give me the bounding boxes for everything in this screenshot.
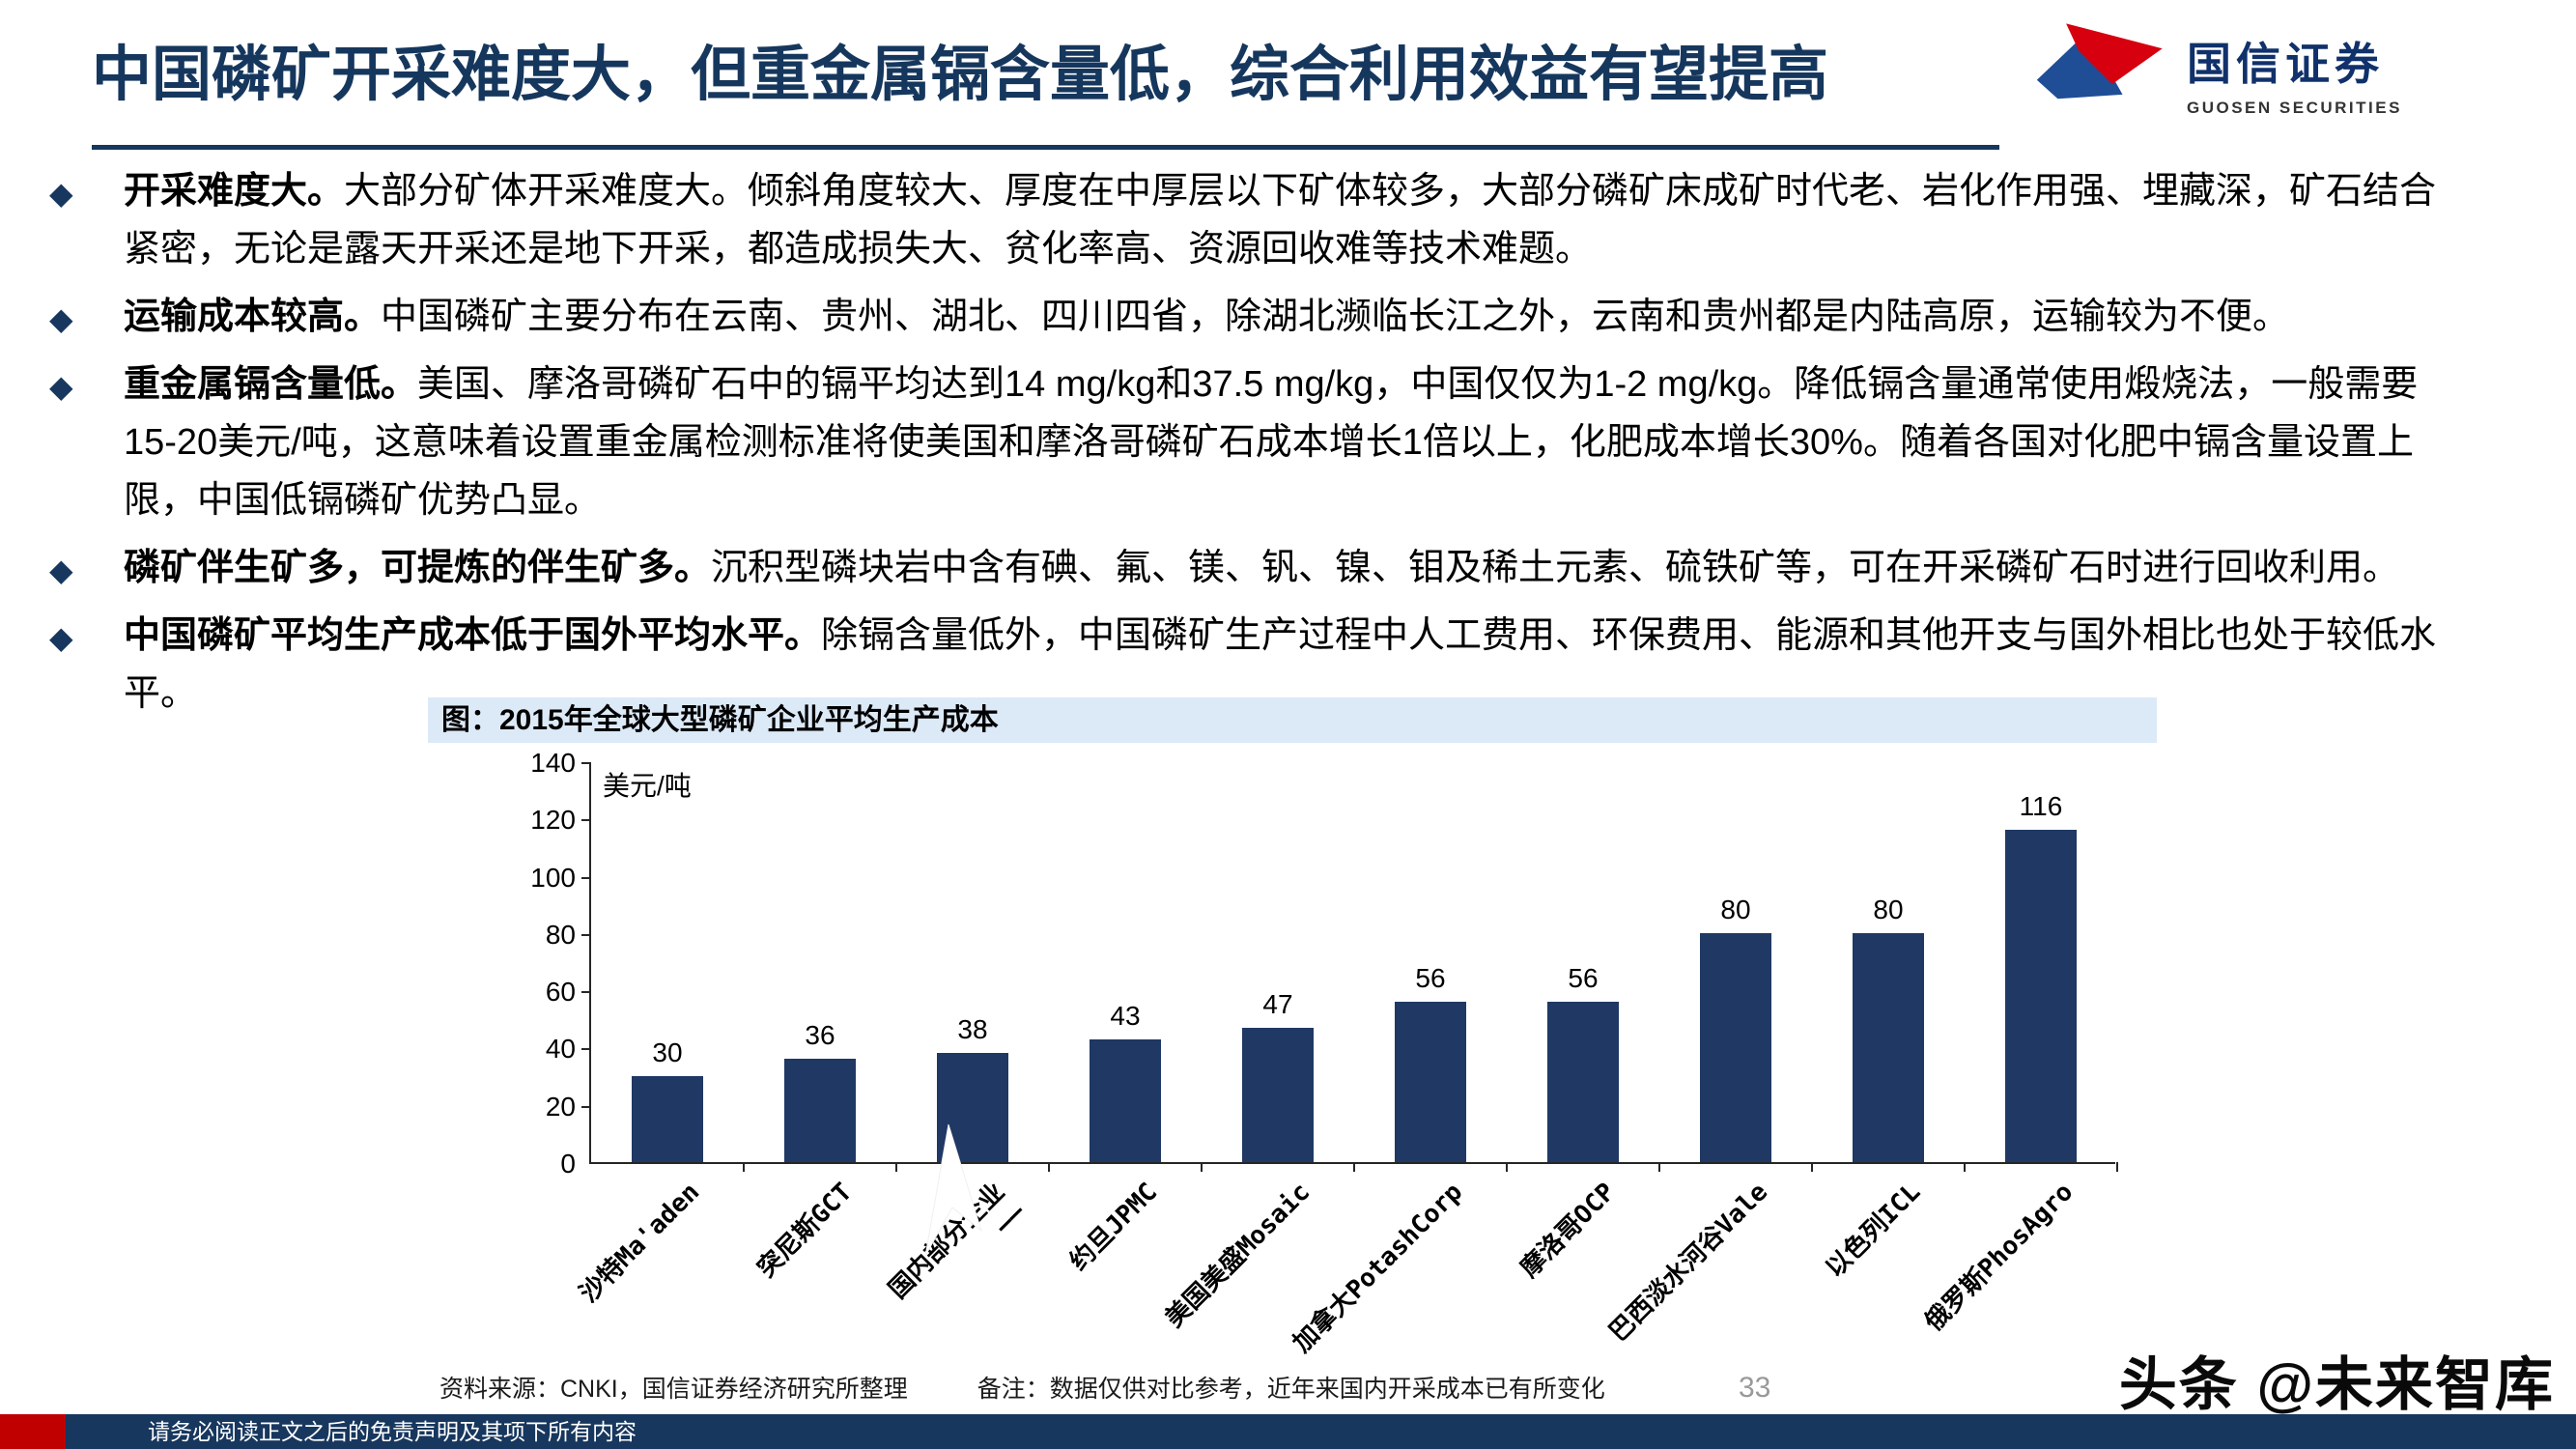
x-axis-tick-mark xyxy=(1811,1162,1813,1172)
y-axis-tick-label: 80 xyxy=(545,919,576,950)
y-axis-tick-label: 60 xyxy=(545,977,576,1008)
y-axis-tick-label: 0 xyxy=(560,1149,576,1179)
bullet-item-5: ◆ 中国磷矿平均生产成本低于国外平均水平。除镉含量低外，中国磷矿生产过程中人工费… xyxy=(49,607,2469,723)
y-axis-tick-label: 40 xyxy=(545,1034,576,1065)
bullet-lead: 中国磷矿平均生产成本低于国外平均水平。 xyxy=(124,615,822,656)
watermark: 头条 @未来智库 xyxy=(2118,1352,2555,1417)
bullet-item-1: ◆ 开采难度大。大部分矿体开采难度大。倾斜角度较大、厚度在中厚层以下矿体较多，大… xyxy=(49,162,2469,278)
bar-10 xyxy=(2005,830,2077,1162)
chart-title-bar: 图：2015年全球大型磷矿企业平均生产成本 xyxy=(428,697,2157,743)
bar-value-label: 30 xyxy=(652,1037,683,1068)
bar-9 xyxy=(1853,932,1924,1162)
bar-value-label: 38 xyxy=(957,1014,988,1045)
remark-note: 备注：数据仅供对比参考，近年来国内开采成本已有所变化 xyxy=(977,1376,1605,1403)
chart-plot: 美元/吨 0 20 40 60 80 100 120 140 30 沙特Ma'aden 36 突尼斯G… xyxy=(530,748,2118,1358)
y-axis-tick-mark xyxy=(581,991,591,994)
x-axis-tick-mark xyxy=(1201,1162,1203,1172)
bullet-list: ◆ 开采难度大。大部分矿体开采难度大。倾斜角度较大、厚度在中厚层以下矿体较多，大… xyxy=(49,162,2469,732)
bar-7 xyxy=(1547,1002,1619,1162)
bar-value-label: 47 xyxy=(1262,988,1293,1019)
bullet-text: 大部分矿体开采难度大。倾斜角度较大、厚度在中厚层以下矿体较多，大部分磷矿床成矿时… xyxy=(124,171,2437,270)
footer-bar: 请务必阅读正文之后的免责声明及其项下所有内容 xyxy=(0,1414,2576,1449)
y-axis-tick-mark xyxy=(581,876,591,879)
page-title: 中国磷矿开采难度大，但重金属镉含量低，综合利用效益有望提高 xyxy=(92,42,1829,108)
bullet-text: 美国、摩洛哥磷矿石中的镉平均达到14 mg/kg和37.5 mg/kg，中国仅仅… xyxy=(124,364,2419,521)
bar-value-label: 56 xyxy=(1568,963,1599,993)
footer-red-accent xyxy=(0,1414,66,1449)
bullet-lead: 运输成本较高。 xyxy=(124,297,382,337)
source-row: 资料来源：CNKI，国信证券经济研究所整理 备注：数据仅供对比参考，近年来国内开… xyxy=(439,1370,1605,1405)
bullet-item-4: ◆ 磷矿伴生矿多，可提炼的伴生矿多。沉积型磷块岩中含有碘、氟、镁、钒、镍、钼及稀… xyxy=(49,539,2469,597)
bar-value-label: 80 xyxy=(1873,894,1904,924)
bullet-text: 中国磷矿主要分布在云南、贵州、湖北、四川四省，除湖北濒临长江之外，云南和贵州都是… xyxy=(381,297,2290,337)
x-axis-tick-mark xyxy=(1353,1162,1355,1172)
bar-4 xyxy=(1090,1038,1161,1162)
y-axis-tick-label: 120 xyxy=(530,805,576,836)
x-axis-tick-mark xyxy=(1964,1162,1966,1172)
bullet-lead: 重金属镉含量低。 xyxy=(124,364,418,405)
diamond-bullet-icon: ◆ xyxy=(49,369,73,404)
bar-8 xyxy=(1700,932,1771,1162)
bar-value-label: 43 xyxy=(1110,1000,1141,1031)
bar-value-label: 116 xyxy=(2019,791,2063,822)
bar-value-label: 80 xyxy=(1720,894,1751,924)
y-axis-tick-mark xyxy=(581,819,591,822)
diamond-bullet-icon: ◆ xyxy=(49,176,73,211)
logo-name-cn: 国信证券 xyxy=(2187,39,2384,89)
white-arrow-decoration xyxy=(924,1123,982,1257)
bar-6 xyxy=(1395,1002,1466,1162)
title-underline xyxy=(92,145,1999,150)
x-axis-tick-mark xyxy=(895,1162,897,1172)
bullet-text: 沉积型磷块岩中含有碘、氟、镁、钒、镍、钼及稀土元素、硫铁矿等，可在开采磷矿石时进… xyxy=(711,548,2400,588)
bullet-lead: 磷矿伴生矿多，可提炼的伴生矿多。 xyxy=(124,548,712,588)
bullet-text: 除镉含量低外，中国磷矿生产过程中人工费用、环保费用、能源和其他开支与国外相比也处… xyxy=(124,615,2437,714)
bullet-item-2: ◆ 运输成本较高。中国磷矿主要分布在云南、贵州、湖北、四川四省，除湖北濒临长江之… xyxy=(49,288,2469,346)
logo-text: 国信证券 GUOSEN SECURITIES xyxy=(2187,29,2402,118)
bullet-lead: 开采难度大。 xyxy=(124,171,345,212)
x-axis-tick-mark xyxy=(1048,1162,1050,1172)
x-axis-tick-mark xyxy=(743,1162,745,1172)
y-axis-unit-label: 美元/吨 xyxy=(603,771,692,801)
bar-2 xyxy=(784,1059,856,1162)
diamond-bullet-icon: ◆ xyxy=(49,301,73,336)
guosen-logo-icon xyxy=(2036,23,2163,99)
page-number: 33 xyxy=(1739,1372,1771,1404)
logo-name-en: GUOSEN SECURITIES xyxy=(2187,99,2402,117)
disclaimer-text: 请务必阅读正文之后的免责声明及其项下所有内容 xyxy=(148,1419,637,1444)
bar-5 xyxy=(1242,1027,1314,1162)
y-axis-tick-label: 20 xyxy=(545,1091,576,1122)
bar-value-label: 56 xyxy=(1415,963,1446,993)
x-axis-tick-mark xyxy=(1658,1162,1660,1172)
diamond-bullet-icon: ◆ xyxy=(49,620,73,655)
bullet-item-3: ◆ 重金属镉含量低。美国、摩洛哥磷矿石中的镉平均达到14 mg/kg和37.5 … xyxy=(49,355,2469,529)
bar-1 xyxy=(632,1076,703,1162)
source-note: 资料来源：CNKI，国信证券经济研究所整理 xyxy=(439,1376,908,1403)
y-axis-tick-mark xyxy=(581,1105,591,1108)
bar-value-label: 36 xyxy=(805,1020,835,1051)
guosen-logo: 国信证券 GUOSEN SECURITIES xyxy=(2026,19,2402,118)
x-axis-tick-mark xyxy=(2116,1162,2118,1172)
y-axis-tick-mark xyxy=(581,762,591,764)
y-axis-tick-mark xyxy=(581,1048,591,1051)
y-axis-tick-label: 100 xyxy=(530,862,576,893)
y-axis-tick-mark xyxy=(581,933,591,936)
diamond-bullet-icon: ◆ xyxy=(49,553,73,587)
y-axis-tick-label: 140 xyxy=(530,748,576,778)
x-axis-tick-mark xyxy=(1506,1162,1508,1172)
